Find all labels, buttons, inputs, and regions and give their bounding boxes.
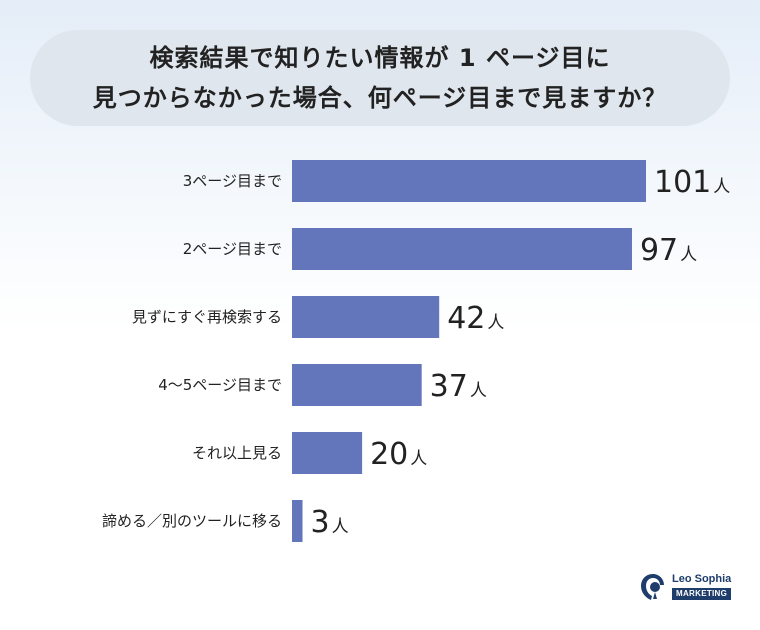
lion-head-icon [641, 574, 664, 600]
category-label: それ以上見る [192, 444, 282, 462]
value-label: 42 人 [447, 301, 504, 336]
bar [292, 160, 646, 202]
category-label: 4〜5ページ目まで [158, 376, 282, 394]
brand-logo: Leo Sophia MARKETING [640, 570, 740, 610]
category-label: 見ずにすぐ再検索する [132, 308, 282, 326]
bar [292, 432, 363, 474]
bar [292, 228, 632, 270]
value-label: 37 人 [430, 369, 487, 404]
category-label: 3ページ目まで [183, 172, 282, 190]
chart-title-line-1: 検索結果で知りたい情報が 1 ページ目に [149, 44, 611, 72]
chart-title-line-2: 見つからなかった場合、何ページ目まで見ますか？ [92, 84, 668, 112]
value-label: 20 人 [370, 437, 427, 472]
chart-title: 検索結果で知りたい情報が 1 ページ目に 見つからなかった場合、何ページ目まで見… [30, 30, 730, 126]
category-label: 2ページ目まで [183, 240, 282, 258]
bar [292, 364, 422, 406]
category-label: 諦める／別のツールに移る [102, 512, 282, 530]
value-label: 101 人 [654, 165, 730, 200]
bar [292, 296, 440, 338]
bar [292, 500, 303, 542]
value-label: 97 人 [640, 233, 697, 268]
logo-name: Leo Sophia [672, 573, 732, 585]
logo-tagline: MARKETING [672, 588, 732, 600]
